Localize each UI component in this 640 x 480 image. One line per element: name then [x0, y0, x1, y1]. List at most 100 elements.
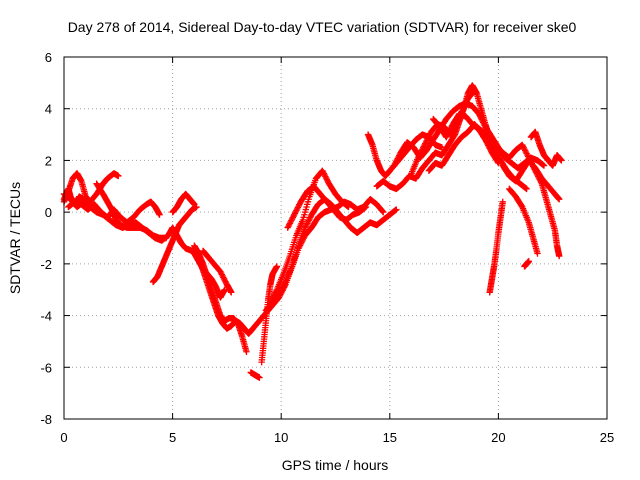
data-point: [527, 157, 534, 164]
data-point: [445, 128, 453, 135]
axis-ticks: 0 5 10 15 20 25 -8 -6 -4 -2 0 2 4 6: [40, 50, 614, 445]
data-point: [221, 277, 228, 284]
data-point: [426, 131, 433, 139]
series-t14: [284, 183, 370, 231]
data-point: [292, 208, 299, 216]
data-point: [290, 212, 297, 220]
data-point: [304, 220, 311, 227]
data-point: [288, 215, 296, 223]
data-point: [533, 170, 540, 177]
data-point: [537, 179, 545, 186]
x-tick-label: 25: [600, 430, 614, 445]
plot-border: [63, 56, 608, 420]
data-point: [528, 160, 535, 167]
x-axis-label: GPS time / hours: [282, 457, 389, 473]
data-point: [425, 133, 433, 140]
data-point: [217, 268, 224, 275]
data-point: [304, 218, 312, 226]
data-point: [217, 269, 225, 277]
data-point: [519, 141, 526, 149]
data-point: [532, 167, 539, 174]
data-point: [424, 135, 431, 143]
data-point: [268, 296, 275, 303]
y-tick-label: -4: [40, 309, 52, 324]
data-point: [270, 292, 278, 299]
data-point: [535, 174, 543, 182]
data-point: [156, 211, 163, 218]
data-point: [524, 153, 532, 160]
data-point: [296, 201, 303, 208]
x-tick-label: 0: [60, 430, 67, 445]
data-point: [298, 237, 306, 245]
data-point: [362, 203, 370, 211]
data-point: [301, 224, 309, 231]
data-point: [289, 214, 296, 221]
data-point: [486, 145, 493, 152]
data-point: [525, 258, 533, 265]
data-point: [288, 217, 295, 224]
data-point: [218, 271, 226, 278]
data-point: [522, 148, 530, 156]
data-point: [556, 196, 563, 203]
data-point: [345, 203, 352, 211]
data-point: [418, 147, 425, 154]
data-point: [306, 214, 314, 221]
data-point: [393, 158, 400, 165]
data-point: [448, 123, 455, 131]
data-point: [534, 171, 541, 179]
data-point: [303, 221, 310, 228]
series-t4: [93, 180, 170, 242]
data-point: [526, 156, 533, 163]
data-point: [395, 153, 402, 161]
data-point: [219, 272, 226, 280]
data-point: [295, 202, 302, 210]
data-point: [228, 289, 235, 296]
data-point: [80, 196, 87, 203]
data-point: [521, 147, 529, 154]
series-t3: [65, 198, 163, 226]
data-point: [556, 252, 563, 260]
series-t5: [149, 203, 200, 286]
series-t9: [199, 247, 235, 296]
data-point: [270, 293, 277, 301]
data-point: [447, 125, 454, 132]
data-point: [424, 134, 432, 141]
data-point: [293, 207, 300, 214]
data-point: [256, 374, 263, 381]
data-point: [302, 223, 310, 230]
data-point: [298, 239, 305, 246]
data-point: [536, 176, 543, 183]
data-point: [494, 158, 501, 166]
data-point: [287, 218, 294, 226]
x-tick-label: 20: [491, 430, 505, 445]
data-point: [162, 234, 170, 242]
data-point: [444, 131, 451, 138]
grid-lines: [64, 57, 607, 419]
data-point: [422, 138, 430, 146]
data-point: [323, 176, 331, 183]
data-point: [299, 236, 307, 243]
data-point: [421, 141, 428, 149]
data-point: [293, 205, 301, 213]
data-point: [297, 240, 304, 248]
data-point: [445, 129, 452, 137]
y-tick-label: 2: [45, 153, 52, 168]
series-t23: [521, 258, 533, 270]
data-point: [285, 221, 293, 228]
data-point: [443, 133, 450, 141]
y-tick-label: 6: [45, 50, 52, 65]
data-point: [484, 140, 491, 148]
data-point: [321, 171, 328, 179]
data-point: [532, 169, 540, 176]
data-point: [495, 159, 502, 167]
data-point: [520, 144, 527, 151]
data-point: [420, 143, 428, 150]
data-point: [558, 157, 565, 164]
data-point: [523, 185, 530, 193]
data-point: [529, 163, 537, 170]
series-t10: [247, 369, 263, 381]
y-tick-label: 0: [45, 205, 52, 220]
data-point: [322, 174, 330, 182]
x-tick-label: 5: [169, 430, 176, 445]
